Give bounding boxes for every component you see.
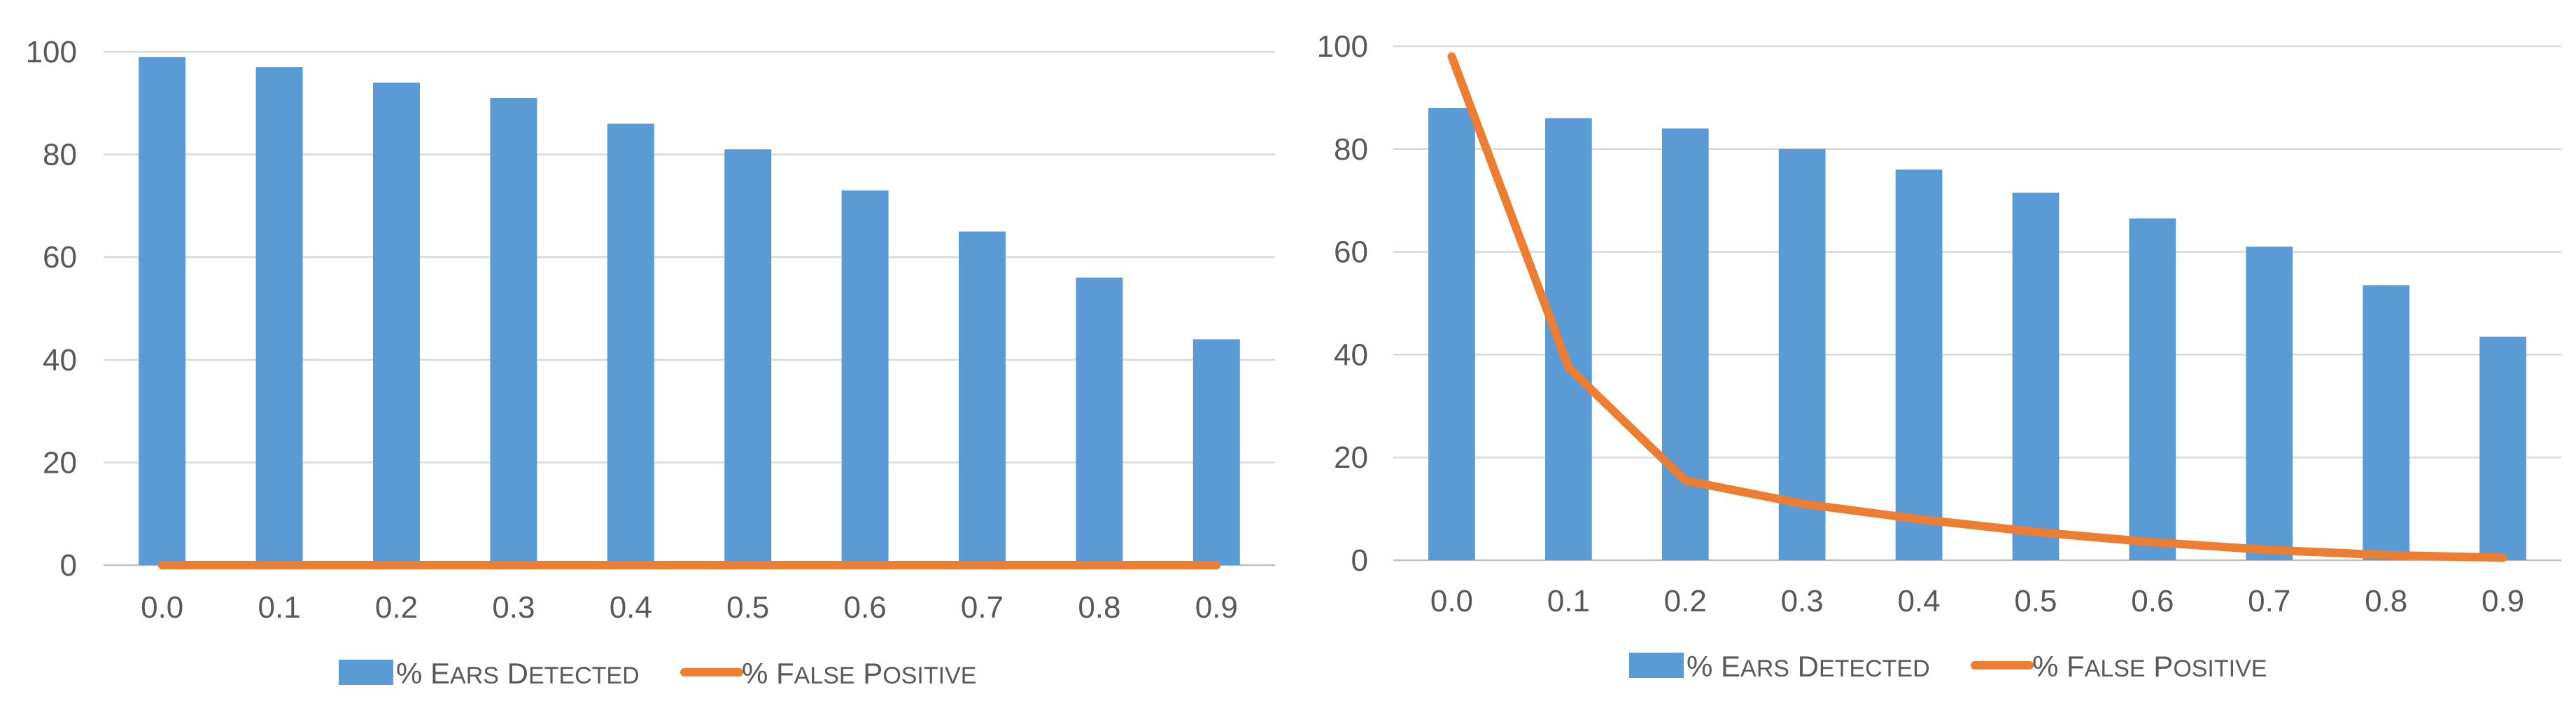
line-point bbox=[1684, 480, 1686, 481]
line-point bbox=[1451, 56, 1452, 57]
legend-label-part: ALSE bbox=[2085, 655, 2146, 682]
x-tick-label: 0.5 bbox=[2014, 584, 2057, 618]
bar bbox=[490, 97, 537, 566]
legend-label-part: OSITIVE bbox=[882, 662, 976, 689]
bar bbox=[1778, 148, 1826, 561]
series-line bbox=[1447, 52, 2507, 562]
line-point bbox=[1216, 564, 1217, 566]
legend-label-part: % E bbox=[1687, 650, 1740, 683]
legend-label-part: ARS bbox=[450, 662, 499, 689]
legend-label-part: ETECTED bbox=[528, 662, 640, 689]
y-tick-label: 40 bbox=[43, 343, 77, 377]
bar bbox=[2129, 218, 2176, 560]
x-tick-label: 0.9 bbox=[2482, 584, 2524, 618]
line-point bbox=[396, 564, 397, 566]
x-tick-label: 0.6 bbox=[844, 590, 887, 625]
legend-label: % EARS DETECTED bbox=[1687, 650, 1930, 683]
x-tick-label: 0.8 bbox=[2365, 584, 2407, 618]
x-tick-label: 0.1 bbox=[258, 590, 301, 625]
bar bbox=[2246, 247, 2293, 560]
y-tick-label: 100 bbox=[26, 35, 77, 69]
bar bbox=[1076, 277, 1123, 565]
legend-label-part: ARS bbox=[1740, 655, 1789, 682]
legend-label-part: ALSE bbox=[794, 662, 855, 689]
bar bbox=[2012, 193, 2060, 560]
bar bbox=[841, 190, 889, 565]
legend-label-part: P bbox=[855, 657, 883, 690]
y-tick-label: 60 bbox=[1334, 235, 1368, 270]
line-point bbox=[864, 564, 866, 566]
bar bbox=[1428, 108, 1475, 560]
legend-label-part: % E bbox=[396, 657, 450, 690]
x-tick-label: 0.4 bbox=[1897, 584, 1940, 618]
y-tick-label: 40 bbox=[1334, 338, 1368, 372]
bar bbox=[255, 67, 303, 566]
legend-label-part: OSITIVE bbox=[2173, 655, 2267, 682]
line-point bbox=[1918, 518, 1920, 520]
y-tick-label: 80 bbox=[1334, 132, 1368, 167]
y-tick-label: 80 bbox=[43, 138, 77, 172]
legend-label-part: P bbox=[2146, 650, 2174, 683]
legend-label-part: D bbox=[499, 657, 528, 690]
bar bbox=[139, 57, 186, 565]
legend-label-part: % F bbox=[742, 657, 794, 690]
x-tick-label: 0.3 bbox=[492, 590, 535, 625]
bar bbox=[1192, 339, 1240, 565]
y-tick-label: 60 bbox=[43, 240, 77, 275]
bar bbox=[2363, 285, 2410, 560]
line-point bbox=[747, 564, 749, 566]
legend-label-part: ETECTED bbox=[1819, 655, 1930, 682]
x-tick-label: 0.2 bbox=[1664, 584, 1707, 618]
line-point bbox=[279, 564, 280, 566]
x-tick-label: 0.2 bbox=[375, 590, 418, 625]
legend-label: % FALSE POSITIVE bbox=[2032, 650, 2267, 683]
legend-swatch-bar bbox=[1629, 653, 1684, 678]
legend-label: % FALSE POSITIVE bbox=[742, 657, 976, 690]
bar bbox=[607, 123, 654, 565]
y-tick-label: 20 bbox=[43, 445, 77, 480]
legend-label-part: D bbox=[1789, 650, 1819, 683]
bar bbox=[1895, 169, 1943, 560]
bar bbox=[724, 149, 772, 565]
x-tick-label: 0.0 bbox=[141, 590, 183, 625]
x-tick-label: 0.8 bbox=[1078, 590, 1120, 625]
x-tick-label: 0.7 bbox=[961, 590, 1004, 625]
x-tick-label: 0.6 bbox=[2131, 584, 2174, 618]
legend-swatch-bar bbox=[339, 660, 393, 685]
legend-label: % EARS DETECTED bbox=[396, 657, 640, 690]
y-tick-label: 100 bbox=[1317, 29, 1368, 64]
line-point bbox=[982, 564, 983, 566]
line-point bbox=[1568, 367, 1569, 368]
line-point bbox=[513, 564, 514, 566]
x-tick-label: 0.7 bbox=[2248, 584, 2290, 618]
legend-label-part: % F bbox=[2032, 650, 2085, 683]
bar bbox=[373, 82, 420, 566]
bar bbox=[1661, 128, 1709, 560]
y-tick-label: 0 bbox=[60, 548, 77, 583]
y-tick-label: 20 bbox=[1334, 440, 1368, 475]
y-tick-label: 0 bbox=[1351, 543, 1368, 578]
line-point bbox=[2152, 541, 2153, 543]
bar bbox=[959, 231, 1006, 565]
x-tick-label: 0.3 bbox=[1781, 584, 1824, 618]
x-tick-label: 0.0 bbox=[1430, 584, 1473, 618]
x-tick-label: 0.1 bbox=[1547, 584, 1590, 618]
x-tick-label: 0.5 bbox=[726, 590, 769, 625]
bar bbox=[1544, 118, 1592, 560]
bar bbox=[2479, 336, 2526, 560]
x-tick-label: 0.4 bbox=[610, 590, 652, 625]
x-tick-label: 0.9 bbox=[1195, 590, 1238, 625]
